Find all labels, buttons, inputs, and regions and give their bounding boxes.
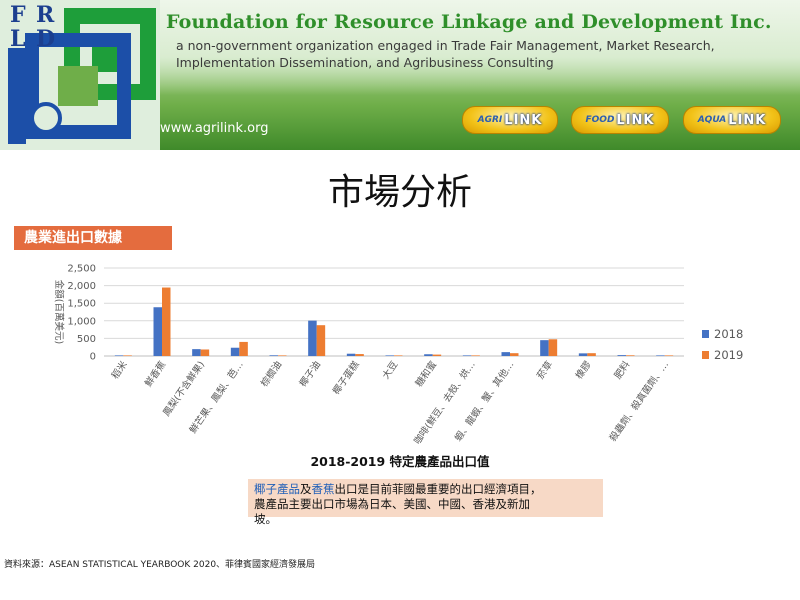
org-description-line2: Implementation Dissemination, and Agribu…	[176, 55, 554, 70]
y-tick-label: 1,000	[67, 316, 96, 327]
org-name: Foundation for Resource Linkage and Deve…	[166, 11, 772, 33]
frld-logo	[0, 0, 160, 150]
chart-caption: 2018-2019 特定農產品出口值	[310, 454, 490, 469]
x-tick-label: 椰子蛋糕	[330, 358, 362, 396]
x-tick-label: 橡膠	[573, 358, 594, 381]
note-highlight-banana: 香蕉	[311, 482, 335, 496]
website-link[interactable]: www.agrilink.org	[160, 121, 269, 136]
note-text-rest: 出口是目前菲國最重要的出口經濟項目，	[334, 482, 542, 496]
org-description-line1: a non-government organization engaged in…	[176, 38, 715, 53]
note-highlight-coconut: 椰子產品	[254, 482, 300, 496]
x-tick-label: 稻米	[109, 358, 130, 381]
bar-2019-4	[278, 355, 287, 356]
bar-2019-1	[162, 287, 171, 356]
x-tick-label: 椰子油	[297, 359, 323, 389]
bar-2019-0	[123, 355, 132, 356]
bar-2018-10	[501, 352, 510, 356]
x-tick-label: 肥料	[612, 358, 633, 381]
bar-2019-7	[394, 355, 403, 356]
bar-2019-10	[510, 353, 519, 356]
y-tick-label: 1,500	[67, 299, 96, 310]
bar-2018-9	[462, 355, 472, 356]
bar-2019-13	[626, 355, 635, 356]
bar-2019-8	[432, 354, 442, 356]
legend-label-2019: 2019	[714, 348, 743, 362]
logo-letter-r: R	[36, 2, 55, 28]
aqualink-badge[interactable]: AQUA LINK	[683, 106, 781, 134]
bar-2019-5	[316, 325, 326, 356]
y-tick-label: 500	[77, 334, 96, 345]
legend-label-2018: 2018	[714, 327, 743, 341]
note-text-line3: 坡。	[254, 512, 277, 526]
page-title: 市場分析	[327, 172, 472, 213]
y-axis-label: 金額(百萬美元)	[53, 280, 65, 344]
agrilink-prefix: AGRI	[477, 115, 503, 125]
bar-2018-7	[385, 355, 394, 356]
bar-2018-13	[617, 355, 626, 356]
banner-sky	[150, 0, 800, 95]
legend-swatch-2018	[702, 330, 709, 338]
x-tick-label: 糖和蜜	[413, 359, 439, 389]
note-text-line2: 農產品主要出口市場為日本、美國、中國、香港及新加	[254, 497, 530, 511]
bar-2018-11	[540, 340, 549, 356]
x-tick-label: 鮮香蕉	[142, 358, 168, 389]
bar-2018-1	[153, 307, 162, 356]
logo-letter-d: D	[36, 26, 56, 52]
agrilink-label: LINK	[504, 112, 543, 128]
bar-2018-14	[656, 355, 665, 356]
foodlink-prefix: FOOD	[585, 115, 615, 125]
bar-2018-12	[578, 353, 588, 356]
bar-2019-6	[355, 354, 364, 356]
foodlink-badge[interactable]: FOOD LINK	[571, 106, 669, 134]
bar-2018-3	[230, 347, 240, 356]
foodlink-label: LINK	[616, 112, 655, 128]
logo-letter-f: F	[10, 2, 26, 28]
note-box: 椰子產品及香蕉出口是目前菲國最重要的出口經濟項目， 農產品主要出口市場為日本、美…	[248, 479, 603, 526]
logo-letter-l: L	[10, 26, 26, 52]
header-banner: F R L D Foundation for Resource Linkage …	[0, 0, 800, 150]
aqualink-label: LINK	[728, 112, 767, 128]
x-tick-label: 棕櫚油	[258, 359, 284, 389]
bar-2018-0	[114, 355, 124, 356]
bar-2019-14	[664, 355, 674, 356]
y-tick-label: 0	[90, 352, 96, 363]
bar-2018-5	[308, 320, 317, 356]
y-tick-label: 2,500	[67, 264, 96, 275]
bar-2018-6	[346, 353, 356, 356]
bar-2019-12	[587, 353, 596, 356]
bar-2019-9	[471, 355, 480, 356]
legend-swatch-2019	[702, 351, 709, 359]
bar-2019-2	[200, 349, 210, 356]
bar-2019-3	[239, 341, 248, 356]
x-tick-label: 菸草	[534, 359, 555, 381]
bar-2018-4	[269, 355, 278, 356]
agrilink-badge[interactable]: AGRI LINK	[462, 106, 558, 134]
aqualink-prefix: AQUA	[697, 115, 727, 125]
y-tick-label: 2,000	[67, 281, 96, 292]
x-tick-label: 大豆	[380, 359, 401, 381]
bar-2018-8	[424, 354, 433, 356]
bar-2019-11	[548, 339, 558, 356]
x-tick-label: 鳳梨(不含鮮果)	[160, 359, 207, 419]
source-citation: 資料來源：ASEAN STATISTICAL YEARBOOK 2020、菲律賓…	[4, 560, 316, 570]
export-bar-chart: 0 500 1,000 1,500 2,000 2,500 金額(百萬美元) 稻米 鮮香蕉鳳…	[53, 264, 743, 447]
section-label: 農業進出口數據	[14, 226, 172, 250]
bar-2018-2	[192, 349, 201, 356]
note-conjunction: 及	[300, 482, 312, 496]
